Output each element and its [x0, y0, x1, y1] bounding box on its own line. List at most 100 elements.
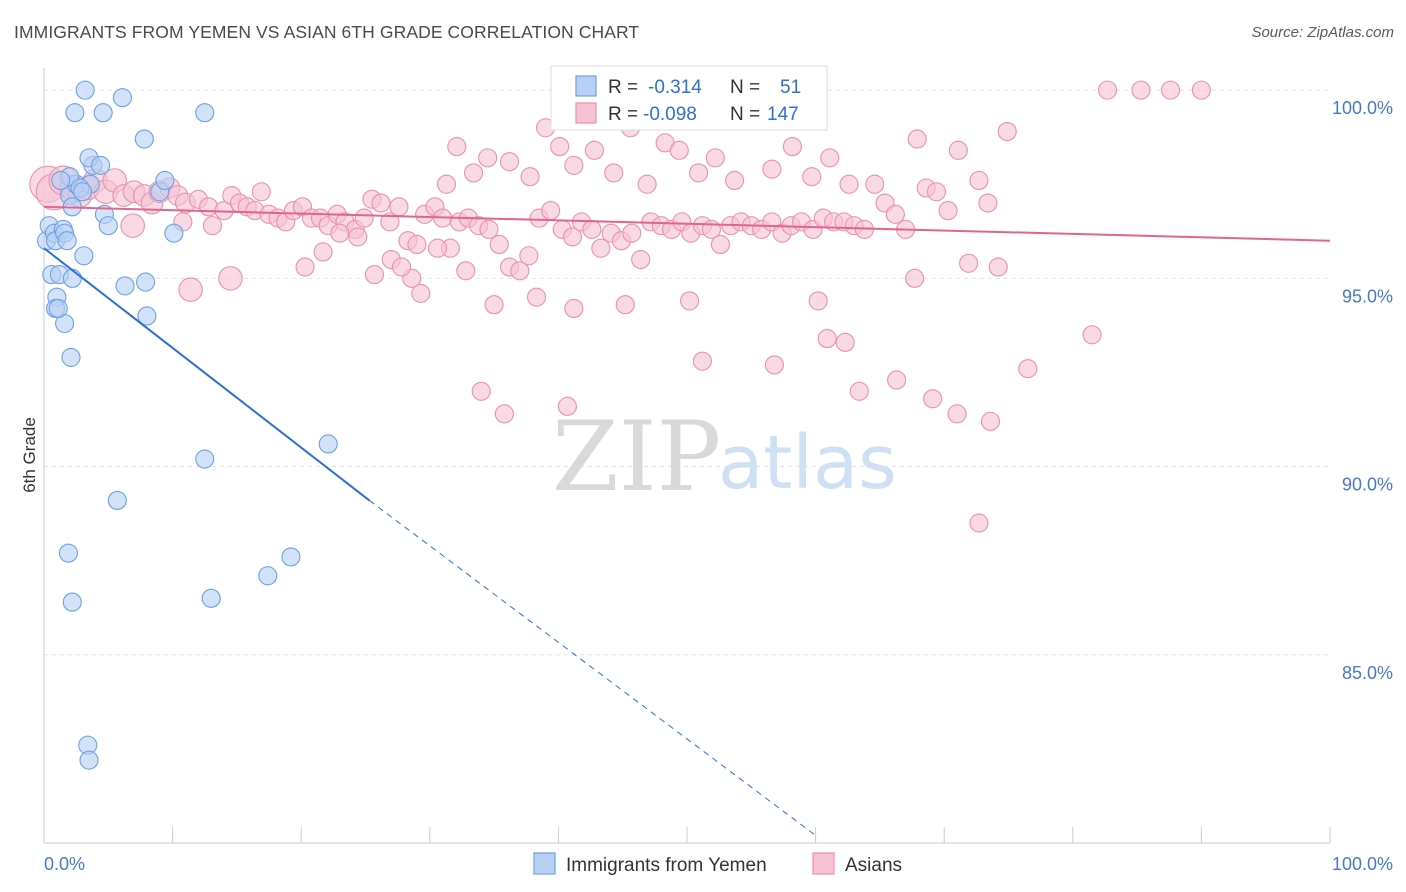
- x-tick-labels: 0.0% 100.0%: [44, 854, 1393, 874]
- asians-point-141: [692, 351, 712, 371]
- asians-point-127: [689, 163, 709, 183]
- series-legend-label-asians: Asians: [845, 855, 902, 876]
- asians-point-113: [447, 137, 467, 157]
- yemen-point-30: [115, 276, 135, 296]
- asians-point-137: [526, 287, 547, 307]
- legend-n-value-asians: 147: [767, 104, 799, 125]
- series-legend: Immigrants from Yemen Asians: [533, 852, 902, 876]
- yemen-point-47: [318, 434, 338, 454]
- asians-point-152: [1160, 80, 1181, 100]
- yemen-points: [37, 80, 338, 770]
- yemen-point-45: [258, 566, 278, 586]
- asians-point-149: [1018, 359, 1038, 379]
- x-tick-label-1: 100.0%: [1332, 854, 1393, 874]
- asians-point-116: [499, 152, 520, 172]
- asians-point-151: [1131, 80, 1151, 100]
- legend-r-value-asians: -0.098: [643, 104, 697, 125]
- asians-point-119: [550, 137, 570, 157]
- yemen-point-37: [195, 103, 215, 123]
- asians-point-114: [463, 163, 484, 183]
- asians-point-122: [604, 163, 624, 183]
- asians-point-138: [564, 298, 584, 319]
- asians-point-124: [637, 174, 657, 194]
- asians-point-45: [407, 234, 427, 255]
- asians-point-139: [615, 295, 635, 315]
- asians-point-115: [478, 148, 498, 168]
- asians-point-160: [178, 277, 203, 302]
- asians-point-128: [705, 148, 725, 168]
- asians-point-21: [202, 216, 223, 236]
- yemen-point-41: [58, 543, 78, 563]
- asians-point-165: [817, 329, 837, 349]
- yemen-point-36: [164, 223, 184, 243]
- asians-point-57: [519, 246, 539, 266]
- asians-point-95: [907, 129, 927, 149]
- asians-points: [29, 80, 1211, 533]
- asians-point-43: [389, 197, 409, 217]
- x-tick-label-0: 0.0%: [44, 854, 85, 874]
- asians-point-129: [725, 170, 745, 191]
- trend-lines: [43, 205, 1331, 836]
- yemen-trend-line: [43, 247, 370, 502]
- asians-point-99: [948, 140, 968, 160]
- asians-point-102: [978, 193, 998, 213]
- asians-point-157: [494, 404, 514, 424]
- asians-point-146: [887, 370, 907, 390]
- asians-point-131: [762, 159, 782, 179]
- yemen-point-42: [62, 592, 82, 612]
- yemen-point-25: [91, 155, 111, 175]
- asians-point-162: [391, 257, 412, 277]
- asians-trend-line: [43, 205, 1331, 242]
- asians-point-140: [680, 291, 700, 311]
- yemen-point-50: [73, 182, 93, 202]
- y-tick-label-0: 85.0%: [1342, 663, 1393, 683]
- legend-r-value-yemen: -0.314: [648, 77, 702, 98]
- asians-point-143: [808, 291, 828, 311]
- yemen-point-35: [155, 170, 175, 191]
- asians-point-76: [710, 234, 730, 255]
- asians-point-63: [582, 219, 602, 239]
- asians-point-167: [980, 411, 1001, 431]
- asians-point-101: [969, 170, 989, 191]
- yemen-point-49: [51, 170, 71, 191]
- asians-point-41: [371, 193, 391, 213]
- yemen-point-28: [98, 216, 118, 236]
- yemen-point-20: [75, 80, 95, 100]
- asians-point-107: [330, 223, 350, 243]
- yemen-point-32: [136, 272, 156, 292]
- yemen-point-10: [57, 231, 77, 251]
- asians-point-106: [313, 242, 333, 262]
- yemen-point-21: [65, 103, 85, 123]
- y-axis-label: 6th Grade: [20, 417, 39, 493]
- asians-point-53: [479, 219, 499, 239]
- series-legend-swatch-asians: [812, 852, 835, 875]
- asians-point-148: [947, 404, 967, 424]
- asians-point-100: [959, 253, 979, 273]
- asians-point-108: [348, 227, 368, 247]
- yemen-point-31: [134, 129, 154, 149]
- asians-point-147: [923, 389, 943, 409]
- asians-point-136: [484, 295, 504, 315]
- asians-point-145: [849, 381, 869, 401]
- asians-point-163: [427, 238, 448, 258]
- legend-box: [550, 65, 828, 131]
- asians-point-133: [802, 167, 822, 187]
- asians-point-54: [489, 234, 509, 255]
- yemen-point-39: [201, 588, 221, 608]
- asians-point-111: [411, 283, 431, 303]
- y-tick-labels: 85.0% 90.0% 95.0% 100.0%: [1332, 98, 1393, 683]
- asians-point-117: [520, 167, 540, 187]
- yemen-point-26: [93, 103, 113, 123]
- correlation-legend: R = -0.314 N = 51 R = -0.098 N = 147: [550, 65, 828, 131]
- asians-point-161: [364, 265, 385, 285]
- asians-point-97: [926, 182, 947, 202]
- legend-n-value-yemen: 51: [780, 77, 801, 98]
- asians-point-158: [557, 396, 577, 416]
- yemen-point-46: [281, 547, 301, 567]
- y-tick-label-1: 90.0%: [1342, 475, 1393, 495]
- asians-point-150: [1097, 80, 1118, 100]
- asians-point-104: [997, 121, 1017, 142]
- series-legend-label-yemen: Immigrants from Yemen: [566, 855, 767, 876]
- asians-point-59: [541, 201, 561, 221]
